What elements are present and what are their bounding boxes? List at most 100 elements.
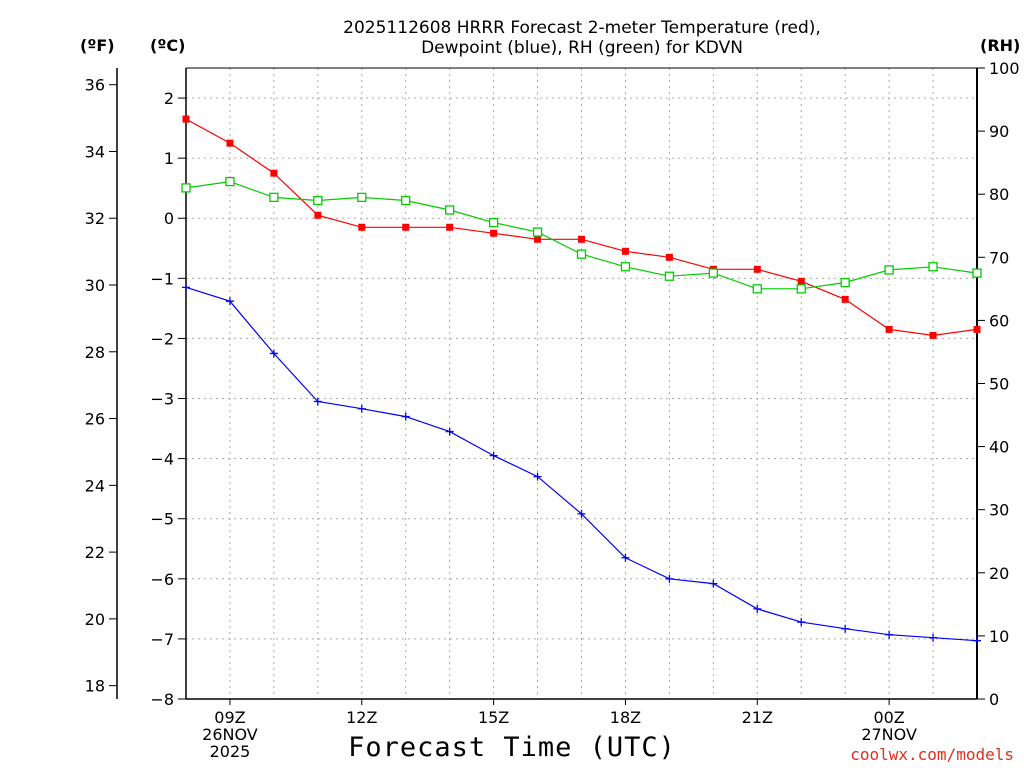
fahrenheit-unit-label: (ºF) — [80, 36, 115, 55]
rh-point — [269, 192, 279, 203]
fahrenheit-tick-label: 26 — [85, 410, 105, 429]
rh-point — [708, 268, 718, 278]
fahrenheit-tick-label: 32 — [85, 209, 105, 228]
fahrenheit-tick-label: 30 — [85, 276, 105, 295]
x-tick-label: 18Z — [610, 708, 641, 727]
dewpoint-point — [665, 574, 674, 583]
dewpoint-point — [225, 297, 234, 306]
rh-point — [752, 284, 762, 294]
fahrenheit-tick-label: 20 — [85, 610, 105, 629]
dewpoint-point — [269, 349, 278, 358]
rh-point — [488, 217, 499, 228]
dewpoint-point — [357, 404, 366, 413]
rh-tick-label: 40 — [989, 438, 1009, 457]
fahrenheit-tick-label: 34 — [85, 142, 105, 161]
dewpoint-point — [885, 630, 894, 639]
temperature-point — [753, 265, 761, 273]
dewpoint-point — [929, 633, 938, 642]
rh-point — [225, 176, 235, 187]
x-tick-label: 27NOV — [861, 725, 917, 744]
x-tick-label: 09Z — [214, 708, 245, 727]
dewpoint-point — [797, 618, 806, 627]
rh-tick-label: 50 — [989, 375, 1009, 394]
chart-title-line1: 2025112608 HRRR Forecast 2-meter Tempera… — [343, 18, 821, 38]
rh-point — [181, 183, 191, 193]
celsius-tick-label: −8 — [150, 690, 174, 709]
dewpoint-point — [709, 579, 718, 588]
temperature-point — [578, 235, 585, 243]
celsius-tick-label: −3 — [150, 390, 174, 409]
celsius-unit-label: (ºC) — [150, 36, 186, 55]
celsius-tick-label: −1 — [150, 269, 174, 288]
fahrenheit-tick-label: 18 — [85, 677, 105, 696]
rh-point — [445, 205, 455, 215]
rh-tick-label: 90 — [989, 122, 1009, 141]
temperature-point — [841, 295, 849, 303]
celsius-tick-label: 0 — [164, 209, 174, 228]
dewpoint-point — [182, 283, 190, 292]
rh-tick-label: 30 — [989, 501, 1009, 520]
credit-label: coolwx.com/models — [850, 745, 1014, 764]
rh-point — [313, 195, 323, 206]
celsius-tick-label: 1 — [164, 149, 174, 168]
temperature-point — [226, 139, 234, 147]
rh-point — [357, 192, 367, 203]
rh-unit-label: (RH) — [980, 36, 1021, 55]
temperature-point — [534, 235, 542, 243]
temperature-point — [929, 331, 937, 339]
temperature-point — [182, 115, 190, 123]
dewpoint-point — [489, 451, 498, 460]
rh-point — [884, 265, 894, 275]
dewpoint-point — [445, 427, 454, 436]
dewpoint-point — [577, 509, 586, 518]
fahrenheit-tick-label: 36 — [85, 76, 105, 95]
temperature-point — [402, 223, 410, 231]
x-tick-label: 15Z — [478, 708, 509, 727]
celsius-tick-label: −6 — [150, 570, 174, 589]
fahrenheit-tick-label: 24 — [85, 476, 105, 495]
x-tick-label: 21Z — [742, 708, 773, 727]
x-tick-label: 26NOV — [202, 725, 258, 744]
x-tick-label: 00Z — [873, 708, 904, 727]
rh-point — [972, 268, 982, 278]
temperature-point — [885, 325, 893, 333]
rh-point — [664, 271, 675, 281]
rh-tick-label: 70 — [989, 248, 1009, 267]
rh-tick-label: 100 — [989, 59, 1020, 78]
rh-point — [532, 227, 543, 237]
celsius-tick-label: −2 — [150, 329, 174, 348]
dewpoint-point — [621, 553, 630, 562]
celsius-tick-label: −4 — [150, 450, 174, 469]
rh-tick-label: 60 — [989, 311, 1009, 330]
rh-tick-label: 10 — [989, 627, 1009, 646]
dewpoint-point — [401, 412, 410, 421]
temperature-point — [314, 211, 322, 219]
celsius-tick-label: 2 — [164, 89, 174, 108]
x-tick-label: 2025 — [210, 742, 251, 761]
temperature-point — [665, 253, 673, 261]
x-tick-label: 12Z — [346, 708, 377, 727]
temperature-point — [621, 247, 629, 255]
temperature-point — [270, 169, 278, 177]
dewpoint-point — [533, 472, 542, 481]
rh-point — [796, 284, 806, 294]
temperature-point — [973, 325, 981, 333]
rh-point — [576, 249, 587, 259]
dewpoint-point — [841, 624, 850, 633]
temperature-point — [446, 223, 454, 231]
rh-point — [840, 277, 850, 288]
rh-point — [928, 262, 938, 272]
rh-tick-label: 20 — [989, 564, 1009, 583]
temperature-point — [358, 223, 366, 231]
temperature-point — [797, 277, 805, 285]
rh-tick-label: 0 — [989, 690, 999, 709]
rh-tick-label: 80 — [989, 185, 1009, 204]
fahrenheit-tick-label: 22 — [85, 543, 105, 562]
dewpoint-point — [973, 636, 981, 645]
chart-title-line2: Dewpoint (blue), RH (green) for KDVN — [421, 38, 743, 58]
rh-point — [620, 262, 631, 272]
x-axis-label: Forecast Time (UTC) — [348, 732, 676, 763]
celsius-tick-label: −7 — [150, 630, 174, 649]
rh-point — [401, 195, 411, 206]
